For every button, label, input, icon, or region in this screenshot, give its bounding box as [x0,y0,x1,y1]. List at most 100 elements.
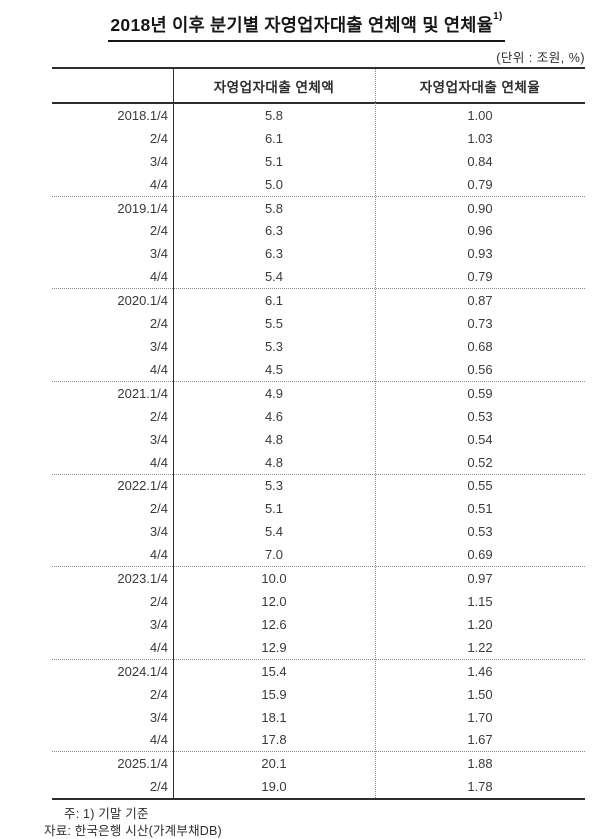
page-title: 2018년 이후 분기별 자영업자대출 연체액 및 연체율1) [108,11,505,42]
cell-rate: 0.52 [467,454,493,470]
cell-period: 4/4 [149,732,168,748]
cell-period: 4/4 [149,176,168,192]
cell-amount: 5.1 [264,501,284,517]
cell-rate: 0.79 [467,176,493,192]
cell-amount: 5.5 [264,316,284,332]
column-divider-dotted [375,69,376,798]
cell-amount: 12.9 [261,639,287,655]
cell-amount: 5.1 [264,153,284,169]
table-row: 2024.1/4 15.4 1.46 [52,658,585,683]
cell-period: 2020.1/4 [117,293,168,309]
page-title-text: 2018년 이후 분기별 자영업자대출 연체액 및 연체율 [110,15,494,35]
cell-rate: 1.20 [467,616,493,632]
table-row: 2022.1/4 5.3 0.55 [52,473,585,498]
cell-rate: 1.70 [467,709,493,725]
cell-amount: 4.8 [264,431,284,447]
cell-period: 2022.1/4 [117,478,168,494]
cell-amount: 5.8 [264,107,284,123]
table-row: 3/4 5.3 0.68 [52,335,585,358]
cell-amount: 15.9 [261,686,287,702]
cell-period: 3/4 [149,153,168,169]
table-row: 2020.1/4 6.1 0.87 [52,288,585,312]
cell-rate: 0.59 [467,385,493,401]
header-rate: 자영업자대출 연체율 [419,79,541,95]
cell-period: 2/4 [149,686,168,702]
cell-amount: 4.6 [264,408,284,424]
cell-rate: 1.22 [467,639,493,655]
cell-rate: 0.90 [467,200,493,216]
cell-amount: 6.3 [264,223,284,239]
cell-rate: 1.46 [467,663,493,679]
cell-period: 2/4 [149,223,168,239]
cell-amount: 5.8 [264,200,284,216]
footnote-note: 주: 1) 기말 기준 [64,807,149,821]
cell-amount: 5.3 [264,339,284,355]
table-row: 4/4 7.0 0.69 [52,543,585,566]
cell-amount: 10.0 [261,571,287,587]
table-row: 2019.1/4 5.8 0.90 [52,195,585,220]
column-divider-solid [173,69,174,798]
cell-period: 2018.1/4 [117,107,168,123]
cell-rate: 0.53 [467,524,493,540]
table-row: 2023.1/4 10.0 0.97 [52,566,585,590]
cell-period: 2/4 [149,408,168,424]
cell-rate: 1.03 [467,130,493,146]
table-row: 3/4 12.6 1.20 [52,613,585,636]
cell-period: 2019.1/4 [117,200,168,216]
cell-amount: 12.6 [261,616,287,632]
table-row: 4/4 4.8 0.52 [52,451,585,474]
cell-period: 2/4 [149,593,168,609]
cell-amount: 6.1 [264,130,284,146]
cell-period: 2025.1/4 [117,756,168,772]
table-row: 2/4 5.5 0.73 [52,312,585,335]
cell-period: 2/4 [149,501,168,517]
cell-period: 3/4 [149,709,168,725]
table-row: 2/4 5.1 0.51 [52,497,585,520]
table-row: 3/4 4.8 0.54 [52,428,585,451]
table-row: 4/4 4.5 0.56 [52,358,585,381]
cell-amount: 7.0 [264,547,284,563]
title-footnote-marker: 1) [493,11,503,22]
table-row: 4/4 5.4 0.79 [52,265,585,288]
cell-period: 2021.1/4 [117,385,168,401]
cell-amount: 20.1 [261,756,287,772]
cell-amount: 4.9 [264,385,284,401]
cell-rate: 0.53 [467,408,493,424]
cell-rate: 0.93 [467,246,493,262]
cell-rate: 0.73 [467,316,493,332]
table-row: 2/4 12.0 1.15 [52,590,585,613]
cell-period: 2023.1/4 [117,571,168,587]
cell-amount: 18.1 [261,709,287,725]
cell-rate: 0.97 [467,571,493,587]
cell-period: 2/4 [149,316,168,332]
cell-period: 4/4 [149,361,168,377]
cell-amount: 4.8 [264,454,284,470]
cell-rate: 0.68 [467,339,493,355]
table-row: 2/4 19.0 1.78 [52,775,585,798]
cell-rate: 1.00 [467,107,493,123]
cell-amount: 17.8 [261,732,287,748]
cell-rate: 0.79 [467,269,493,285]
cell-amount: 5.4 [264,269,284,285]
table-body: 2018.1/4 5.8 1.00 2/4 6.1 1.03 3/4 5.1 0.84 4/4 5.… [52,104,585,798]
cell-rate: 1.67 [467,732,493,748]
cell-rate: 0.69 [467,547,493,563]
cell-period: 4/4 [149,547,168,563]
cell-amount: 12.0 [261,593,287,609]
table-row: 3/4 18.1 1.70 [52,706,585,729]
table-row: 4/4 5.0 0.79 [52,173,585,196]
table-row: 2/4 15.9 1.50 [52,683,585,706]
table-row: 4/4 17.8 1.67 [52,728,585,751]
unit-label: (단위 : 조원, %) [496,51,585,65]
cell-amount: 6.1 [264,293,284,309]
cell-amount: 15.4 [261,663,287,679]
table-header-row: 자영업자대출 연체액 자영업자대출 연체율 [52,69,585,104]
cell-amount: 5.4 [264,524,284,540]
table-row: 3/4 5.1 0.84 [52,150,585,173]
table-row: 2025.1/4 20.1 1.88 [52,751,585,775]
table-row: 3/4 6.3 0.93 [52,242,585,265]
cell-amount: 19.0 [261,779,287,795]
cell-rate: 1.78 [467,779,493,795]
cell-period: 3/4 [149,339,168,355]
cell-rate: 0.84 [467,153,493,169]
